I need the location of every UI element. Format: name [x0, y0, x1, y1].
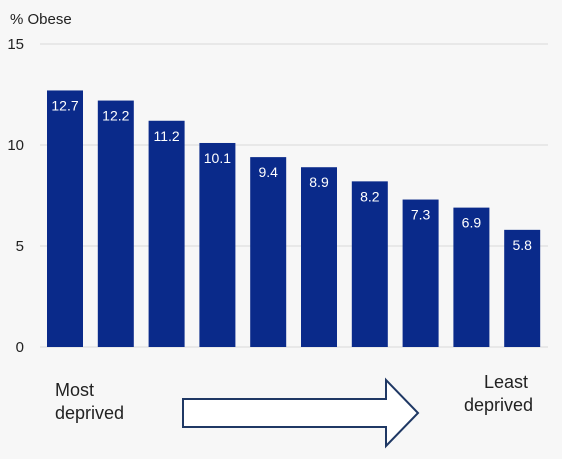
bar [250, 157, 287, 347]
least-deprived-line-2: deprived [464, 395, 533, 415]
bar-value-label: 6.9 [462, 215, 482, 231]
y-tick-label: 10 [7, 137, 24, 154]
bars [47, 90, 541, 348]
bar [301, 167, 337, 347]
bar-value-label: 12.7 [51, 97, 78, 113]
least-deprived-label: Least deprived [464, 372, 533, 415]
bar-value-label: 8.9 [309, 174, 329, 190]
bar-value-label: 12.2 [102, 108, 129, 124]
bar [402, 199, 439, 347]
bar-value-label: 11.2 [153, 128, 179, 144]
bar-value-label: 5.8 [512, 237, 532, 253]
least-deprived-line-1: Least [484, 372, 528, 392]
bar-value-label: 9.4 [258, 164, 278, 180]
bar [453, 207, 490, 347]
y-tick-label: 5 [16, 238, 24, 255]
bar [199, 142, 236, 347]
most-deprived-line-1: Most [55, 380, 94, 400]
bar [504, 229, 541, 347]
bar [97, 100, 134, 347]
y-axis-ticks: 0 5 10 15 [7, 36, 24, 356]
y-tick-label: 0 [16, 339, 24, 356]
bar-value-label: 10.1 [204, 150, 231, 166]
y-axis-label: % Obese [10, 11, 72, 28]
bar-value-label: 8.2 [360, 188, 380, 204]
bar-value-label: 7.3 [411, 207, 431, 223]
bar [351, 181, 388, 347]
bar-labels: 12.7 12.2 11.2 10.1 9.4 8.9 8.2 7.3 6.9 5.8 [51, 97, 532, 252]
bar [47, 90, 83, 348]
direction-arrow [182, 377, 420, 449]
bar [148, 120, 185, 347]
y-tick-label: 15 [7, 36, 24, 53]
most-deprived-label: Most deprived [55, 380, 124, 423]
most-deprived-line-2: deprived [55, 403, 124, 423]
